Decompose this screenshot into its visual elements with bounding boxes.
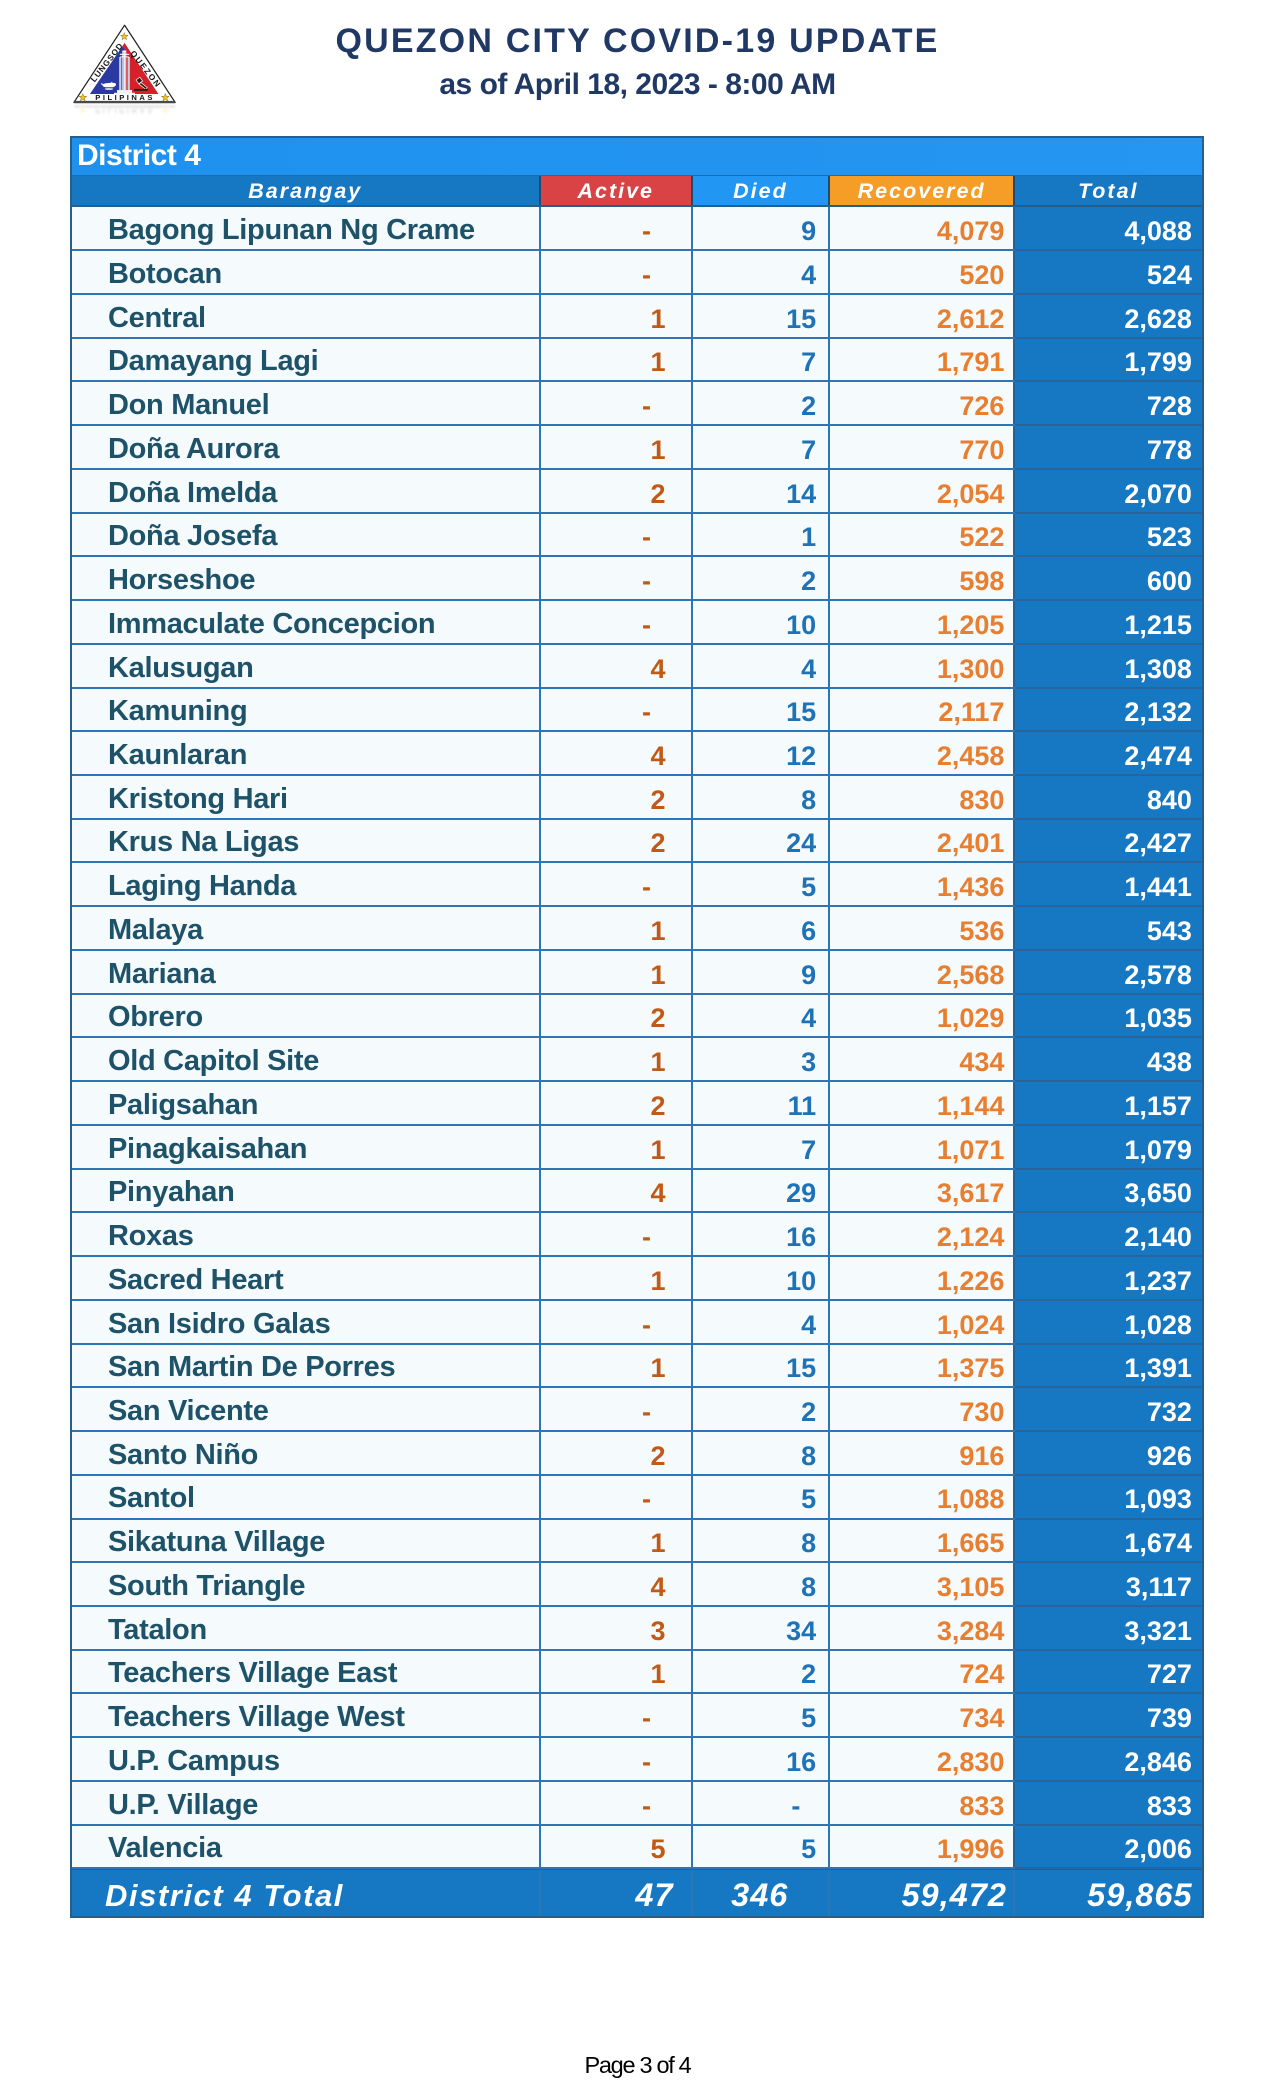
svg-text:PILIPINAS: PILIPINAS (95, 106, 155, 115)
svg-text:PILIPINAS: PILIPINAS (95, 93, 155, 102)
